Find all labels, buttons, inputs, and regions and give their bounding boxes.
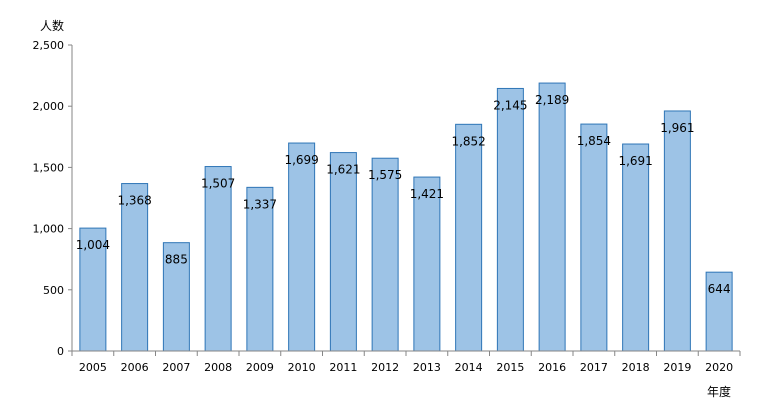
bar-2016	[538, 82, 566, 352]
data-label: 1,004	[76, 238, 110, 252]
bar-2009	[246, 186, 274, 352]
y-axis-title: 人数	[40, 18, 64, 33]
bar-2013	[413, 176, 441, 352]
x-tick-label: 2014	[455, 361, 483, 374]
x-tick-label: 2006	[121, 361, 149, 374]
x-tick-label: 2013	[413, 361, 441, 374]
x-tick-label: 2009	[246, 361, 274, 374]
x-axis-title: 年度	[707, 384, 731, 399]
data-label: 1,961	[660, 121, 694, 135]
bar-2019	[663, 110, 691, 352]
x-tick-label: 2012	[371, 361, 399, 374]
bar-2014	[455, 123, 483, 352]
bar-2006	[121, 183, 149, 352]
x-tick-label: 2016	[538, 361, 566, 374]
x-tick-label: 2015	[496, 361, 524, 374]
y-tick-label: 2,000	[33, 100, 65, 113]
data-label: 644	[708, 282, 731, 296]
data-label: 1,621	[326, 163, 360, 177]
x-tick-label: 2007	[162, 361, 190, 374]
data-label: 2,145	[493, 98, 527, 112]
bar-2017	[580, 123, 608, 352]
data-label: 1,337	[243, 197, 277, 211]
y-tick-label: 1,000	[33, 223, 65, 236]
data-label: 1,507	[201, 177, 235, 191]
labels-group: 2005 1,004 2006 1,368 2007 885 2008 1,507 2009 1,…	[76, 93, 733, 374]
data-label: 1,852	[451, 134, 485, 148]
y-tick-label: 2,500	[33, 39, 65, 52]
bar-2015	[496, 87, 524, 352]
x-tick-label: 2008	[204, 361, 232, 374]
data-label: 1,699	[284, 153, 318, 167]
bars-group	[79, 82, 733, 352]
x-tick-label: 2018	[622, 361, 650, 374]
data-label: 885	[165, 253, 188, 267]
x-tick-label: 2019	[663, 361, 691, 374]
bar-2005	[79, 227, 107, 352]
data-label: 1,854	[577, 134, 611, 148]
bar-2010	[288, 142, 316, 352]
bar-2007	[162, 242, 190, 352]
axes-group: 0 500 1,000 1,500 2,000 2,500	[33, 39, 741, 358]
x-tick-label: 2017	[580, 361, 608, 374]
data-label: 1,691	[618, 154, 652, 168]
y-tick-label: 500	[43, 284, 64, 297]
y-tick-label: 1,500	[33, 161, 65, 174]
bar-2012	[371, 157, 399, 352]
bar-2008	[204, 166, 232, 352]
y-tick-label: 0	[57, 345, 64, 358]
x-tick-label: 2010	[288, 361, 316, 374]
x-tick-label: 2020	[705, 361, 733, 374]
data-label: 1,575	[368, 168, 402, 182]
data-label: 2,189	[535, 93, 569, 107]
bar-2011	[329, 152, 357, 352]
data-label: 1,421	[410, 187, 444, 201]
bar-2018	[622, 143, 650, 352]
x-tick-label: 2011	[329, 361, 357, 374]
data-label: 1,368	[117, 194, 151, 208]
x-tick-label: 2005	[79, 361, 107, 374]
